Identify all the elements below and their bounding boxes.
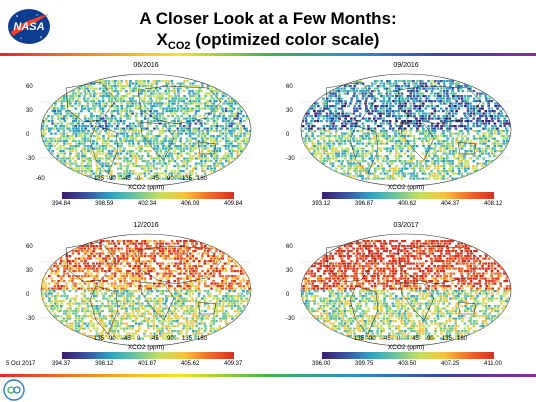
map-panel-06-2016: 06/2016 60 30 0 -30 -60 -135 -90 -45 0 45 90 135 180…	[22, 62, 270, 212]
longitude-label: 180	[197, 176, 208, 182]
latitude-label: -30	[26, 316, 35, 322]
nasa-logo: NASA	[8, 9, 50, 44]
colorbar	[322, 192, 494, 199]
panel-title: 09/2016	[393, 62, 419, 69]
colorbar-tick-label: 403.50	[398, 361, 417, 367]
colorbar-tick-label: 398.59	[95, 201, 114, 207]
longitude-label: -90	[107, 336, 116, 342]
map-panel-09-2016: 09/2016 60 30 0 -30 XCO2 (ppm) 393.12 396.87 40…	[282, 62, 530, 212]
colorbar	[62, 192, 234, 199]
longitude-label: 180	[457, 336, 468, 342]
continent-outlines	[65, 241, 222, 335]
colorbar-tick-label: 409.84	[224, 201, 243, 207]
longitude-label: 0	[137, 176, 141, 182]
latitude-label: 60	[286, 84, 293, 90]
latitude-label: -30	[26, 156, 35, 162]
longitude-label: -135	[92, 336, 105, 342]
colorbar	[62, 352, 234, 359]
map-panel-12-2016: 12/2016 60 30 0 -30 -135 -90 -45 0 45 90 135 180 XCO…	[22, 222, 270, 372]
latitude-label: 30	[26, 268, 33, 274]
continent-outlines	[325, 81, 482, 175]
longitude-label: 180	[197, 336, 208, 342]
colorbar-tick-label: 407.25	[441, 361, 460, 367]
colorbar-label: XCO2 (ppm)	[127, 184, 165, 191]
longitude-label: -45	[122, 336, 131, 342]
longitude-label: 135	[182, 336, 193, 342]
colorbar-tick-label: 402.34	[138, 201, 157, 207]
colorbar	[322, 352, 494, 359]
subtitle-rest: (optimized color scale)	[190, 30, 380, 49]
longitude-label: 90	[427, 336, 434, 342]
latitude-label: -30	[286, 156, 295, 162]
latitude-label: 0	[26, 132, 30, 138]
longitude-label: 135	[442, 336, 453, 342]
latitude-label: 60	[286, 244, 293, 250]
colorbar-tick-label: 409.37	[224, 361, 243, 367]
longitude-label: 0	[397, 336, 401, 342]
colorbar-tick-label: 394.37	[52, 361, 71, 367]
latitude-label: 60	[26, 244, 33, 250]
latitude-label: -60	[36, 176, 45, 183]
longitude-label: -90	[367, 336, 376, 342]
colorbar-tick-label: 404.37	[441, 201, 460, 207]
longitude-label: -135	[352, 336, 365, 342]
colorbar-tick-label: 398.12	[95, 361, 114, 367]
longitude-label: 45	[152, 336, 159, 342]
longitude-label: -135	[92, 176, 105, 182]
longitude-label: 90	[167, 176, 174, 182]
latitude-label: 0	[26, 292, 30, 298]
xco2-observations	[41, 80, 251, 180]
colorbar-label: XCO2 (ppm)	[387, 184, 425, 191]
subtitle-subscript: CO2	[167, 40, 191, 52]
longitude-label: 135	[182, 176, 193, 182]
map-panel-03-2017: 03/2017 60 30 0 -30 -135 -90 -45 0 45 90 135 180 XCO…	[282, 222, 530, 372]
continent-outlines	[325, 241, 482, 335]
latitude-label: 30	[286, 108, 293, 114]
colorbar-tick-label: 408.12	[484, 201, 503, 207]
xco2-world-map	[40, 73, 252, 187]
colorbar-tick-label: 399.75	[355, 361, 374, 367]
latitude-label: 30	[26, 108, 33, 114]
continent-outlines	[65, 81, 222, 175]
page-title: A Closer Look at a Few Months:	[139, 9, 397, 28]
footnote-date: 5 Oct 2017	[6, 361, 36, 367]
latitude-label: 30	[286, 268, 293, 274]
panel-title: 03/2017	[393, 222, 419, 229]
longitude-label: -90	[107, 176, 116, 182]
page-subtitle: XCO2 (optimized color scale)	[0, 30, 536, 52]
longitude-label: 0	[137, 336, 141, 342]
colorbar-tick-label: 400.62	[398, 201, 417, 207]
rainbow-divider-top	[0, 53, 536, 56]
colorbar-label: XCO2 (ppm)	[127, 344, 165, 351]
latitude-label: 0	[286, 132, 290, 138]
longitude-label: -45	[122, 176, 131, 182]
latitude-label: 60	[26, 84, 33, 90]
latitude-label: -30	[286, 316, 295, 322]
colorbar-tick-label: 394.84	[52, 201, 71, 207]
colorbar-tick-label: 401.87	[138, 361, 157, 367]
subtitle-x: X	[156, 30, 168, 49]
longitude-label: 45	[412, 336, 419, 342]
panel-title: 06/2016	[133, 62, 159, 69]
oco-logo	[3, 379, 25, 401]
nasa-logo-text: NASA	[13, 21, 44, 33]
colorbar-tick-label: 406.09	[181, 201, 200, 207]
colorbar-tick-label: 393.12	[312, 201, 331, 207]
rainbow-divider-bottom	[0, 374, 536, 377]
longitude-label: 45	[152, 176, 159, 182]
longitude-label: -45	[382, 336, 391, 342]
latitude-label: 0	[286, 292, 290, 298]
colorbar-tick-label: 405.62	[181, 361, 200, 367]
longitude-label: 90	[167, 336, 174, 342]
xco2-world-map	[300, 233, 512, 347]
xco2-world-map	[40, 233, 252, 347]
colorbar-label: XCO2 (ppm)	[387, 344, 425, 351]
colorbar-tick-label: 396.00	[312, 361, 331, 367]
colorbar-tick-label: 396.87	[355, 201, 374, 207]
xco2-world-map	[300, 73, 512, 187]
panel-title: 12/2016	[133, 222, 159, 229]
colorbar-tick-label: 411.00	[484, 361, 502, 367]
